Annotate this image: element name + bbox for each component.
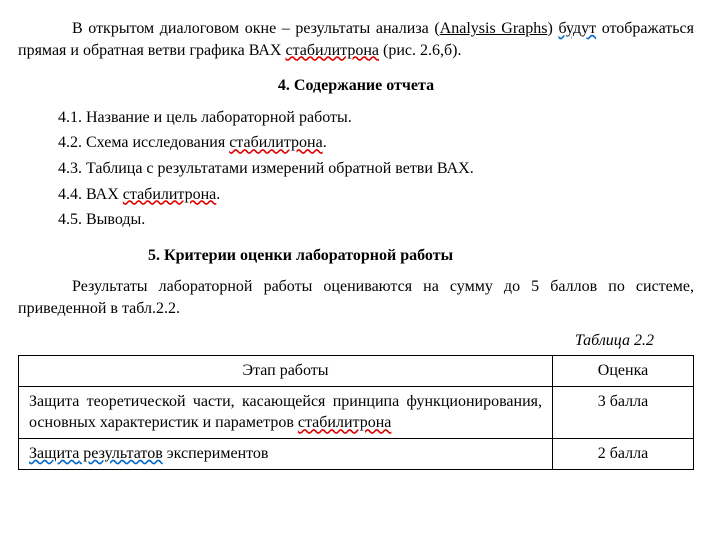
item-4-4: 4.4. ВАХ стабилитрона. <box>58 184 694 206</box>
text: (рис. 2.6,б). <box>379 42 461 59</box>
section-5-paragraph: Результаты лабораторной работы оценивают… <box>18 276 694 319</box>
table-row: Этап работы Оценка <box>19 356 694 387</box>
text: стабилитрона <box>285 42 379 59</box>
table-caption: Таблица 2.2 <box>18 330 654 352</box>
col-score-header: Оценка <box>553 356 694 387</box>
item-4-3: 4.3. Таблица с результатами измерений об… <box>58 158 694 180</box>
text: стабилитрона <box>229 134 323 151</box>
text: Защита теоретической части, касающейся п… <box>29 393 542 432</box>
text: . <box>323 134 327 151</box>
score-cell: 2 балла <box>553 438 694 469</box>
table-row: Защита результатов экспериментов 2 балла <box>19 438 694 469</box>
table-row: Защита теоретической части, касающейся п… <box>19 386 694 438</box>
intro-paragraph: В открытом диалоговом окне – результаты … <box>18 18 694 61</box>
text: 4.4. ВАХ <box>58 186 123 203</box>
text: В открытом диалоговом окне – результаты … <box>72 20 440 37</box>
grading-table: Этап работы Оценка Защита теоретической … <box>18 355 694 469</box>
analysis-graphs-link: Analysis Graphs <box>440 20 548 37</box>
item-4-2: 4.2. Схема исследования стабилитрона. <box>58 132 694 154</box>
text: экспериментов <box>163 445 269 462</box>
text: стабилитрона <box>298 414 392 431</box>
text: результатов <box>79 445 162 462</box>
stage-cell: Защита теоретической части, касающейся п… <box>19 386 553 438</box>
text: стабилитрона <box>123 186 217 203</box>
text: ) <box>548 20 559 37</box>
text: . <box>216 186 220 203</box>
text: Защита <box>29 445 79 462</box>
text: 4.2. Схема исследования <box>58 134 229 151</box>
text: будут <box>558 20 596 37</box>
item-4-1: 4.1. Название и цель лабораторной работы… <box>58 107 694 129</box>
section-4-heading: 4. Содержание отчета <box>18 75 694 97</box>
stage-cell: Защита результатов экспериментов <box>19 438 553 469</box>
item-4-5: 4.5. Выводы. <box>58 209 694 231</box>
section-5-heading: 5. Критерии оценки лабораторной работы <box>148 245 694 267</box>
score-cell: 3 балла <box>553 386 694 438</box>
col-stage-header: Этап работы <box>19 356 553 387</box>
